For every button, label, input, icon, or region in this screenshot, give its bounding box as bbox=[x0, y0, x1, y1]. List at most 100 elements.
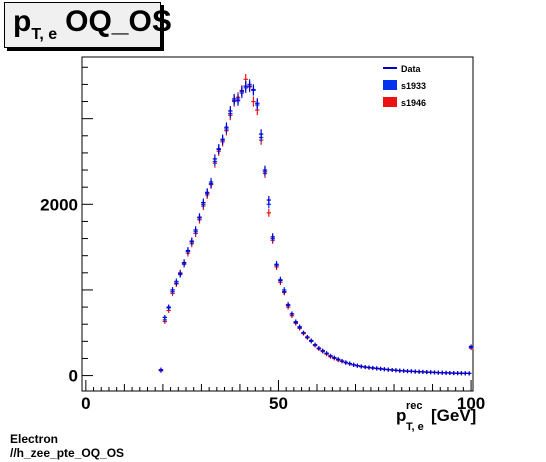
x-axis-label-sub: T, e bbox=[406, 421, 424, 433]
data-point bbox=[266, 208, 272, 217]
data-point bbox=[178, 270, 183, 277]
data-point bbox=[439, 370, 445, 375]
legend-label: s1946 bbox=[401, 98, 426, 108]
legend-label: Data bbox=[401, 64, 422, 74]
x-axis-label: p rec T, e [GeV] bbox=[396, 400, 476, 433]
data-point bbox=[185, 247, 191, 254]
x-axis-label-main: p bbox=[396, 406, 406, 425]
data-point bbox=[258, 129, 264, 139]
data-point bbox=[289, 311, 295, 317]
data-point bbox=[266, 195, 272, 205]
data-point bbox=[413, 369, 418, 374]
data-point bbox=[197, 213, 202, 222]
series-s1946 bbox=[158, 73, 474, 376]
data-point bbox=[370, 365, 376, 370]
data-point bbox=[468, 344, 474, 349]
data-point bbox=[320, 348, 325, 353]
data-point bbox=[355, 363, 360, 368]
data-point bbox=[424, 370, 429, 375]
data-point bbox=[397, 368, 403, 373]
data-point bbox=[451, 371, 456, 376]
data-point bbox=[378, 366, 383, 371]
data-point bbox=[359, 364, 364, 369]
data-point bbox=[409, 369, 414, 374]
histogram-title-box: pT, e OQ_OS bbox=[4, 2, 172, 48]
data-point bbox=[443, 370, 449, 375]
histogram-title: pT, e OQ_OS bbox=[13, 5, 172, 43]
data-point bbox=[455, 371, 460, 376]
plot-frame bbox=[81, 56, 474, 392]
data-point bbox=[181, 259, 187, 266]
x-tick-label: 0 bbox=[81, 394, 90, 413]
data-point bbox=[212, 154, 218, 164]
legend-box-icon bbox=[383, 80, 397, 90]
data-point bbox=[297, 324, 302, 329]
data-point bbox=[224, 122, 229, 133]
data-point bbox=[405, 369, 410, 374]
data-point bbox=[362, 365, 368, 370]
data-point bbox=[239, 86, 245, 97]
x-tick-label: 100 bbox=[457, 394, 485, 413]
legend-label: s1933 bbox=[401, 81, 426, 91]
data-point bbox=[382, 367, 387, 372]
data-point bbox=[189, 237, 194, 245]
data-point bbox=[251, 84, 256, 95]
data-point bbox=[251, 96, 256, 107]
axes: 0 50 100 0 2000 bbox=[40, 66, 485, 413]
data-point bbox=[170, 287, 175, 293]
data-point bbox=[351, 362, 356, 367]
data-point bbox=[270, 233, 275, 241]
data-point bbox=[243, 80, 248, 92]
data-point bbox=[231, 93, 237, 105]
data-point bbox=[305, 335, 310, 340]
data-point bbox=[347, 361, 352, 366]
footer-path: //h_zee_pte_OQ_OS bbox=[10, 446, 125, 460]
data-point bbox=[309, 338, 314, 343]
data-point bbox=[389, 368, 395, 373]
legend: Data s1933 s1946 bbox=[383, 64, 426, 108]
data-point bbox=[220, 135, 225, 145]
footer-label: Electron bbox=[10, 432, 59, 446]
data-point bbox=[174, 280, 179, 287]
data-point bbox=[204, 189, 210, 198]
data-point bbox=[416, 369, 422, 374]
legend-box-icon bbox=[383, 97, 397, 107]
data-point bbox=[332, 355, 337, 360]
data-point bbox=[324, 351, 329, 356]
data-point bbox=[158, 367, 164, 372]
data-point bbox=[235, 95, 241, 106]
data-point bbox=[335, 357, 341, 362]
x-axis-label-sup: rec bbox=[406, 400, 423, 412]
data-point bbox=[366, 365, 372, 370]
data-point bbox=[301, 330, 306, 335]
data-point bbox=[386, 367, 391, 372]
y-tick-label: 0 bbox=[69, 367, 78, 386]
data-point bbox=[193, 226, 198, 234]
data-point bbox=[201, 198, 206, 207]
data-point bbox=[420, 369, 426, 374]
data-point bbox=[262, 165, 268, 175]
data-point bbox=[255, 98, 260, 109]
data-point bbox=[459, 371, 464, 376]
data-point bbox=[339, 359, 345, 364]
data-point bbox=[166, 304, 171, 310]
data-point bbox=[316, 346, 322, 351]
data-point bbox=[216, 144, 221, 155]
data-point bbox=[428, 370, 433, 375]
data-point bbox=[282, 288, 287, 295]
data-point bbox=[274, 261, 279, 269]
y-tick-label: 2000 bbox=[40, 195, 78, 214]
data-point bbox=[285, 302, 291, 308]
data-point bbox=[208, 179, 214, 189]
data-point bbox=[463, 371, 468, 376]
data-point bbox=[343, 360, 349, 365]
x-axis-label-unit: [GeV] bbox=[431, 406, 476, 425]
data-point bbox=[401, 368, 406, 373]
series-data bbox=[158, 80, 474, 376]
data-point bbox=[447, 371, 453, 376]
data-point bbox=[436, 370, 441, 375]
data-point bbox=[432, 370, 437, 375]
data-point bbox=[328, 353, 333, 358]
data-point bbox=[247, 80, 252, 92]
